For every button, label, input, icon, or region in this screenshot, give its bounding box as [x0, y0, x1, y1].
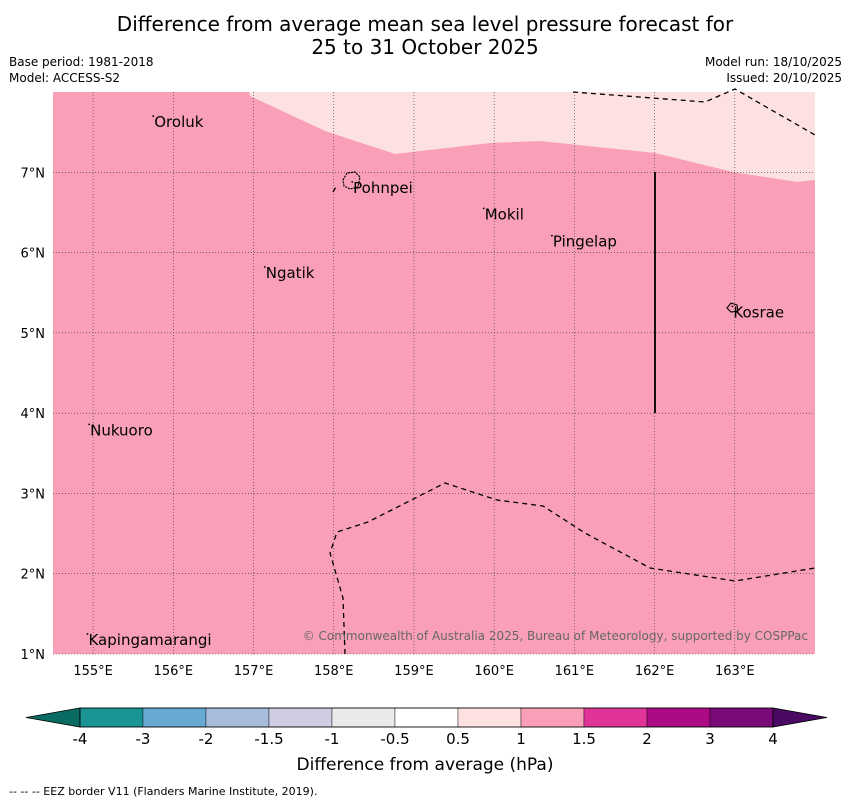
- place-marker: [551, 234, 553, 237]
- colorbar-title: Difference from average (hPa): [296, 755, 554, 775]
- colorbar-segment: [331, 707, 396, 728]
- base-period: Base period: 1981-2018: [9, 55, 154, 69]
- lat-tick-label: 7°N: [21, 166, 46, 181]
- model-run: Model run: 18/10/2025: [704, 55, 842, 69]
- map-layer: 155°E 156°E 157°E 158°E 159°E 160°E 161°E 162°E…: [21, 88, 816, 679]
- place-label: Pingelap: [553, 233, 617, 251]
- title-line-2: 25 to 31 October 2025: [311, 35, 539, 59]
- lon-tick-label: 158°E: [314, 664, 354, 679]
- place-marker: [263, 266, 266, 268]
- colorbar-segment: [79, 707, 144, 728]
- colorbar-outline: [79, 707, 774, 728]
- colorbar-segment: [205, 707, 270, 728]
- lon-tick-label: 157°E: [234, 664, 274, 679]
- colorbar-tick-label: -1.5: [254, 730, 283, 748]
- colorbar-tick-label: -2: [199, 730, 214, 748]
- model-name: Model: ACCESS-S2: [9, 71, 121, 85]
- colorbar-tick-label: 1: [516, 730, 526, 748]
- place-label: Kapingamarangi: [88, 631, 211, 649]
- anomaly-fill-1-to-1.5: [53, 92, 815, 654]
- eez-border: [572, 88, 816, 136]
- colorbar-tick-label: -4: [73, 730, 88, 748]
- lat-tick-label: 6°N: [21, 247, 46, 262]
- lon-tick-label: 161°E: [555, 664, 595, 679]
- lon-tick-label: 162°E: [635, 664, 675, 679]
- pohnpei-island-outline: [342, 171, 361, 190]
- place-marker: [351, 181, 354, 183]
- colorbar-tick-label: 1.5: [572, 730, 596, 748]
- colorbar-tick-label: 3: [705, 730, 715, 748]
- anomaly-fill-0.5-to-1: [249, 92, 815, 182]
- colorbar-segment: [268, 707, 333, 728]
- colorbar-segment: [520, 707, 585, 728]
- colorbar-tick-label: -3: [136, 730, 151, 748]
- lon-tick-label: 163°E: [715, 664, 755, 679]
- colorbar-tick-label: 2: [642, 730, 652, 748]
- colorbar-tick-label: 0.5: [446, 730, 470, 748]
- colorbar-tick-label: -0.5: [380, 730, 409, 748]
- copyright-notice: © Commonwealth of Australia 2025, Bureau…: [303, 629, 808, 643]
- lon-tick-label: 159°E: [394, 664, 434, 679]
- lat-tick-label: 1°N: [21, 648, 46, 663]
- colorbar-low-extend: [25, 707, 81, 728]
- colorbar-segment: [142, 707, 207, 728]
- place-marker: [88, 423, 90, 426]
- lon-tick-label: 160°E: [474, 664, 514, 679]
- kosrae-island-outline: [726, 302, 739, 313]
- place-label: Kosrae: [733, 303, 784, 321]
- lat-tick-label: 2°N: [21, 568, 46, 583]
- colorbar: -4 -3 -2 -1.5 -1 -0.5 0.5 1 1.5 2 3 4: [25, 707, 828, 748]
- lat-tick-label: 3°N: [21, 487, 46, 502]
- title-line-1: Difference from average mean sea level p…: [116, 12, 734, 36]
- colorbar-segment: [709, 707, 774, 728]
- colorbar-tick-label: -1: [325, 730, 340, 748]
- lat-tick-label: 5°N: [21, 327, 46, 342]
- place-marker: [152, 115, 155, 117]
- place-marker: [482, 207, 485, 210]
- colorbar-tick-label: 4: [768, 730, 778, 748]
- lon-tick-label: 156°E: [154, 664, 194, 679]
- meta-left: Base period: 1981-2018 Model: ACCESS-S2: [9, 54, 154, 86]
- lon-tick-label: 155°E: [73, 664, 113, 679]
- lat-tick-label: 4°N: [21, 407, 46, 422]
- place-marker: [731, 305, 734, 308]
- chart-title: Difference from average mean sea level p…: [0, 13, 850, 59]
- place-label: Oroluk: [154, 113, 203, 131]
- issued-date: Issued: 20/10/2025: [726, 71, 842, 85]
- place-label: Mokil: [485, 205, 524, 223]
- colorbar-segment: [457, 707, 522, 728]
- eez-border: [332, 186, 337, 193]
- colorbar-segment: [394, 707, 459, 728]
- eez-legend: -- -- -- EEZ border V11 (Flanders Marine…: [9, 785, 318, 798]
- place-marker: [86, 633, 89, 635]
- eez-border: [329, 482, 816, 655]
- place-label: Nukuoro: [90, 421, 153, 439]
- colorbar-high-extend: [772, 707, 828, 728]
- meta-right: Model run: 18/10/2025 Issued: 20/10/2025: [705, 54, 842, 86]
- colorbar-segment: [646, 707, 711, 728]
- place-label: Pohnpei: [353, 179, 413, 197]
- place-label: Ngatik: [266, 264, 315, 282]
- colorbar-segment: [583, 707, 648, 728]
